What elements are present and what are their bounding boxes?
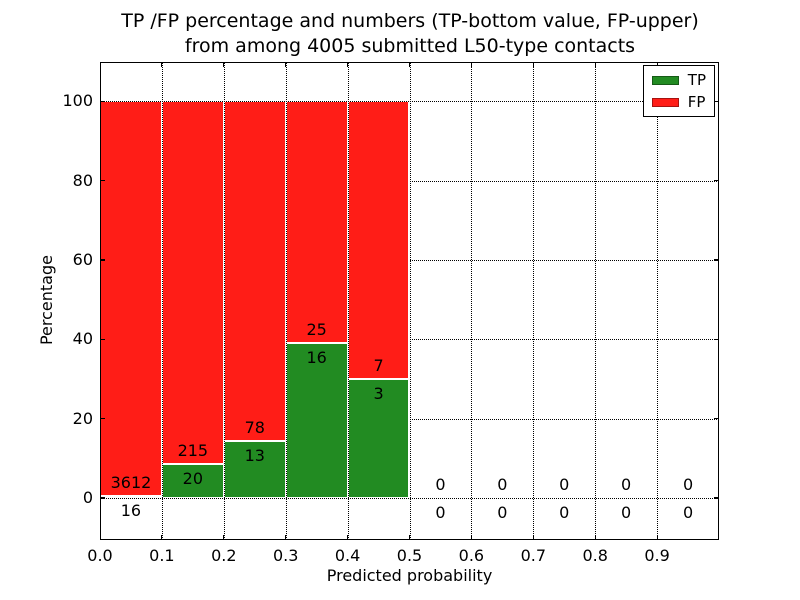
x-tick-label: 0.6 [458,546,485,565]
gridline-vertical [657,62,659,540]
x-axis-tick [470,535,472,540]
tp-bar [347,378,410,498]
fp-count-label: 0 [559,474,570,494]
fp-count-label: 3612 [110,473,152,493]
gridline-vertical [223,62,225,540]
x-tick-label: 0.4 [334,546,361,565]
tp-count-label: 16 [306,348,327,368]
tp-count-label: 0 [559,502,570,522]
x-axis-tick [347,535,349,540]
x-axis-tick [532,535,534,540]
legend: TP FP [642,65,715,117]
x-axis-tick-top [223,62,225,67]
x-tick-label: 0.0 [87,546,113,565]
x-tick-label: 0.3 [272,546,299,565]
x-axis-tick-top [594,62,596,67]
x-axis-tick [223,535,225,540]
x-axis-tick-top [285,62,287,67]
gridline-vertical [533,62,535,540]
tp-count-label: 20 [182,469,204,489]
legend-swatch-fp [651,97,679,107]
tp-count-label: 16 [120,501,142,521]
tp-count-label: 0 [682,502,694,522]
gridline-vertical [595,62,597,540]
legend-item-fp: FP [651,93,706,111]
x-tick-label: 0.5 [396,546,423,565]
tp-count-label: 3 [373,383,384,403]
fp-bar [100,101,162,497]
chart-title: TP /FP percentage and numbers (TP-bottom… [90,9,730,59]
x-axis-tick-top [532,62,534,67]
y-tick-label: 0 [82,487,93,507]
y-axis-tick [100,418,105,420]
x-tick-label: 0.7 [520,546,547,565]
y-axis-tick-right [714,497,719,499]
tp-count-label: 13 [244,446,265,466]
fp-count-label: 0 [682,474,694,494]
y-axis-tick [100,100,105,102]
x-axis-tick-top [656,62,658,67]
tp-bar [161,464,224,498]
fp-bar [347,101,410,379]
y-axis-tick-right [714,180,719,182]
fp-count-label: 215 [177,441,209,461]
y-axis-tick-right [714,259,719,261]
tp-count-label: 0 [621,502,632,522]
gridline-vertical [285,62,287,540]
fp-count-label: 0 [621,474,632,494]
chart-title-line-2: from among 4005 submitted L50-type conta… [184,35,636,57]
x-axis-tick-top [347,62,349,67]
legend-item-tp: TP [651,71,706,89]
x-tick-label: 0.8 [582,546,608,565]
fp-bar [223,101,286,442]
y-axis-tick [100,338,105,340]
tp-count-label: 0 [497,502,508,522]
y-tick-label: 100 [62,91,93,111]
legend-label-tp: TP [687,71,706,89]
x-axis-tick-top [408,62,411,67]
x-tick-label: 0.2 [211,546,237,565]
gridline-vertical [409,62,411,540]
tp-count-label: 0 [435,502,446,522]
fp-count-label: 78 [244,418,265,438]
legend-label-fp: FP [687,93,706,111]
y-axis-tick-right [714,338,719,340]
y-tick-label: 20 [72,408,93,428]
y-axis-tick-right [714,100,719,102]
y-axis-tick [100,259,105,261]
fp-count-label: 7 [373,355,384,375]
x-axis-tick [594,535,596,540]
y-axis-tick-right [714,418,719,420]
fp-count-label: 0 [497,474,508,494]
fp-count-label: 25 [306,320,327,340]
fp-bar [285,101,348,344]
x-tick-label: 0.1 [149,546,175,565]
gridline-vertical [347,62,349,540]
plot-area: 3612 16 215 20 78 13 25 16 7 3 0 0 0 0 0 0 0 0 0 0 TP FP [100,62,719,540]
y-axis-label: Percentage [37,255,56,346]
gridline-vertical [161,62,163,540]
x-axis-tick-top [161,62,163,67]
x-axis-tick [161,535,163,540]
tp-bar [285,343,348,498]
x-axis-tick-top [470,62,472,67]
legend-swatch-tp [651,75,679,85]
fp-bar [161,101,224,465]
x-axis-tick [408,535,411,540]
y-axis-tick [100,180,105,182]
x-axis-tick [285,535,287,540]
y-axis-tick [100,497,105,499]
gridline-vertical [471,62,473,540]
x-axis-label: Predicted probability [326,566,493,585]
x-tick-label: 0.9 [644,546,670,565]
x-axis-tick [656,535,658,540]
y-tick-label: 60 [72,249,93,269]
fp-count-label: 0 [435,474,446,494]
chart-title-line-1: TP /FP percentage and numbers (TP-bottom… [121,10,699,32]
y-tick-label: 40 [72,329,93,349]
y-tick-label: 80 [72,170,93,190]
